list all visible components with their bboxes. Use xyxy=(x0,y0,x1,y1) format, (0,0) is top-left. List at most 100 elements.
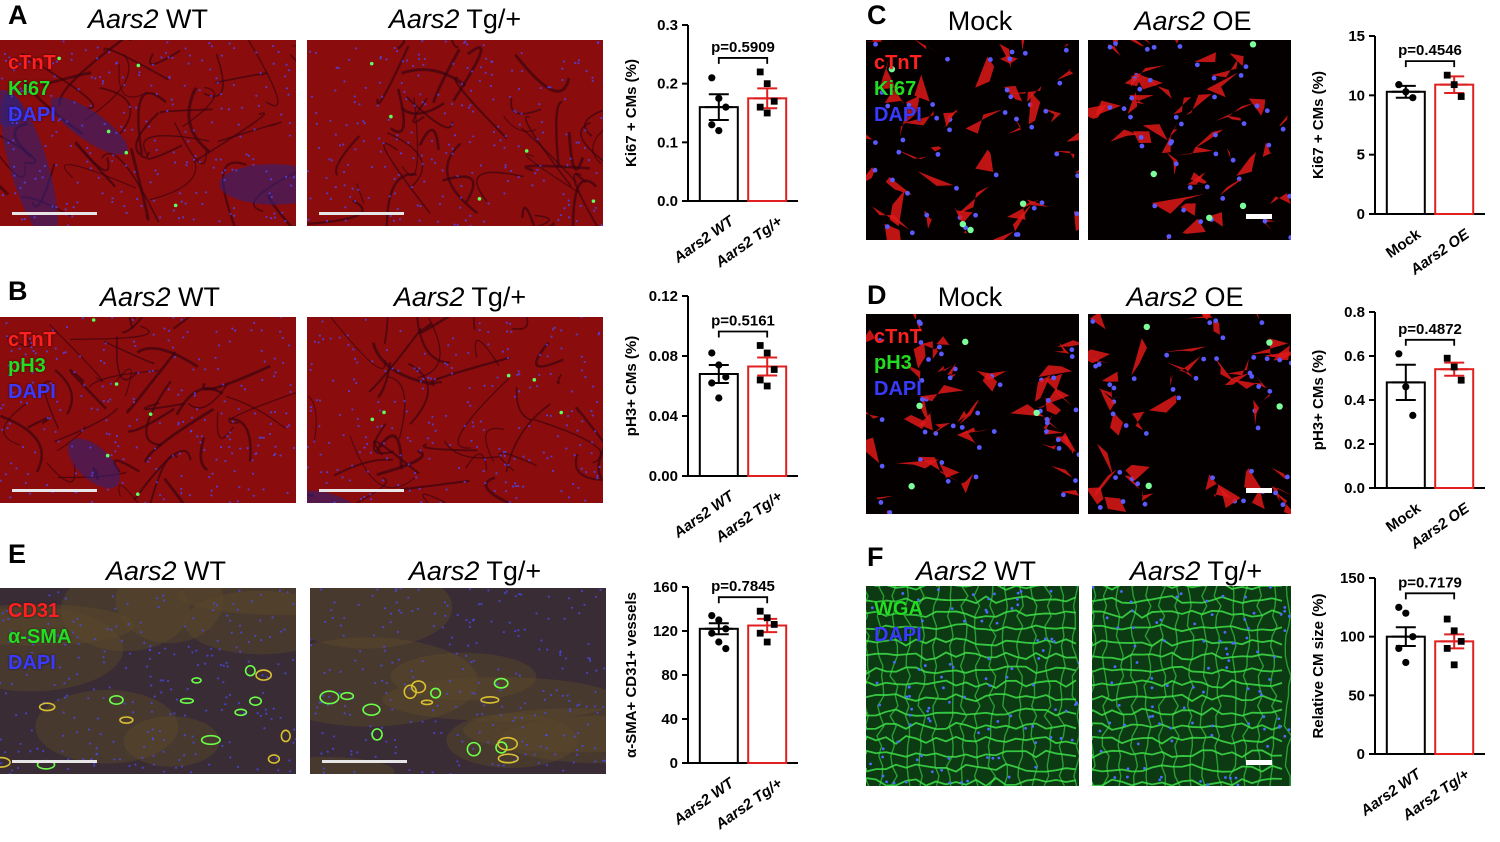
nucleus-dot xyxy=(517,629,520,632)
nucleus-dot xyxy=(124,666,128,669)
nucleus-dot xyxy=(1241,498,1246,504)
tissue-fiber xyxy=(101,152,160,223)
nucleus-dot xyxy=(265,86,268,89)
p-value-label: p=0.4546 xyxy=(1398,42,1462,59)
nucleus-dot xyxy=(24,353,27,356)
nucleus-dot xyxy=(18,62,22,66)
x-category-label: Aars2 WT xyxy=(670,774,739,829)
cardiomyocyte xyxy=(1101,371,1119,382)
nucleus-dot xyxy=(354,148,357,151)
scale-bar xyxy=(12,760,97,763)
nucleus-dot xyxy=(427,437,430,440)
nucleus-dot xyxy=(273,357,276,360)
nucleus-dot xyxy=(47,622,50,625)
nucleus-dot xyxy=(1143,431,1149,436)
nucleus-dot xyxy=(316,706,319,709)
nucleus-dot xyxy=(413,104,416,107)
nucleus-dot xyxy=(342,634,345,637)
nucleus-dot xyxy=(1143,766,1146,770)
nucleus-dot xyxy=(132,401,136,404)
nucleus-dot xyxy=(143,745,146,748)
nucleus-dot xyxy=(95,747,98,750)
tissue-region xyxy=(310,637,479,727)
nucleus-dot xyxy=(338,336,341,339)
p-value-label: p=0.5161 xyxy=(711,313,775,330)
nucleus-dot xyxy=(1236,176,1242,182)
nucleus-dot xyxy=(490,73,493,76)
nucleus-dot xyxy=(1107,44,1113,50)
nucleus-dot xyxy=(3,52,6,56)
nucleus-dot xyxy=(220,107,223,110)
micrograph-texture xyxy=(0,40,296,226)
image-title: Aars2 WT xyxy=(40,282,280,313)
nucleus-dot xyxy=(484,482,487,485)
micrograph: CD31 α-SMA DAPI xyxy=(0,588,296,774)
nucleus-dot xyxy=(103,122,106,126)
nucleus-dot xyxy=(146,460,149,463)
data-point xyxy=(1395,350,1403,358)
nucleus-dot xyxy=(1175,595,1179,599)
nucleus-dot xyxy=(343,184,346,187)
nucleus-dot xyxy=(114,607,117,610)
nucleus-dot xyxy=(510,169,513,172)
nucleus-dot xyxy=(185,163,188,167)
nucleus-dot xyxy=(64,597,67,600)
membrane-line xyxy=(1057,586,1066,786)
nucleus-dot xyxy=(5,321,8,325)
nucleus-dot xyxy=(292,658,295,661)
nucleus-dot xyxy=(279,454,282,457)
tissue-fiber xyxy=(443,440,499,459)
nucleus-dot xyxy=(247,154,250,157)
nucleus-dot xyxy=(514,716,517,719)
nucleus-dot xyxy=(1229,776,1232,780)
nucleus-dot xyxy=(492,98,495,101)
nucleus-dot xyxy=(1009,49,1015,55)
nucleus-dot xyxy=(573,735,576,738)
nucleus-dot xyxy=(1218,639,1222,643)
nucleus-dot xyxy=(29,750,32,753)
nucleus-dot xyxy=(577,486,580,490)
nucleus-dot xyxy=(326,192,329,195)
y-tick-label: 0.0 xyxy=(657,193,678,210)
nucleus-dot xyxy=(877,337,883,343)
membrane-line xyxy=(866,693,1077,703)
nucleus-dot xyxy=(259,714,262,717)
nucleus-dot xyxy=(1138,135,1144,140)
nucleus-dot xyxy=(1273,490,1278,496)
nucleus-dot xyxy=(1117,469,1123,475)
tissue-fiber xyxy=(3,402,28,446)
nucleus-dot xyxy=(252,158,255,161)
nucleus-dot xyxy=(469,104,472,107)
nucleus-dot xyxy=(236,765,240,768)
nucleus-dot xyxy=(152,333,155,336)
nucleus-dot xyxy=(569,710,572,713)
nucleus-dot xyxy=(160,691,163,694)
nucleus-dot xyxy=(328,441,331,444)
nucleus-dot xyxy=(235,169,238,172)
cardiomyocyte xyxy=(1132,411,1145,431)
nucleus-dot xyxy=(1267,388,1273,394)
nucleus-dot xyxy=(109,398,112,401)
nucleus-dot xyxy=(180,200,183,203)
nucleus-dot xyxy=(959,424,965,430)
nucleus-dot xyxy=(985,610,989,614)
nucleus-dot xyxy=(309,409,312,412)
nucleus-dot xyxy=(374,755,377,758)
nucleus-dot xyxy=(448,679,451,683)
nucleus-dot xyxy=(517,634,520,637)
nucleus-dot xyxy=(175,698,179,701)
nucleus-dot xyxy=(155,148,158,152)
nucleus-dot xyxy=(447,344,450,347)
cardiomyocyte xyxy=(1007,199,1040,220)
nucleus-dot xyxy=(180,389,183,392)
nucleus-dot xyxy=(528,386,532,389)
nucleus-dot xyxy=(232,207,236,210)
nucleus-dot xyxy=(96,46,99,49)
nucleus-dot xyxy=(173,356,176,359)
nucleus-dot xyxy=(520,52,523,55)
nucleus-dot xyxy=(140,631,143,634)
data-point xyxy=(722,645,730,653)
positive-cell xyxy=(382,410,386,415)
data-point xyxy=(1402,88,1410,96)
nucleus-dot xyxy=(1041,649,1045,652)
